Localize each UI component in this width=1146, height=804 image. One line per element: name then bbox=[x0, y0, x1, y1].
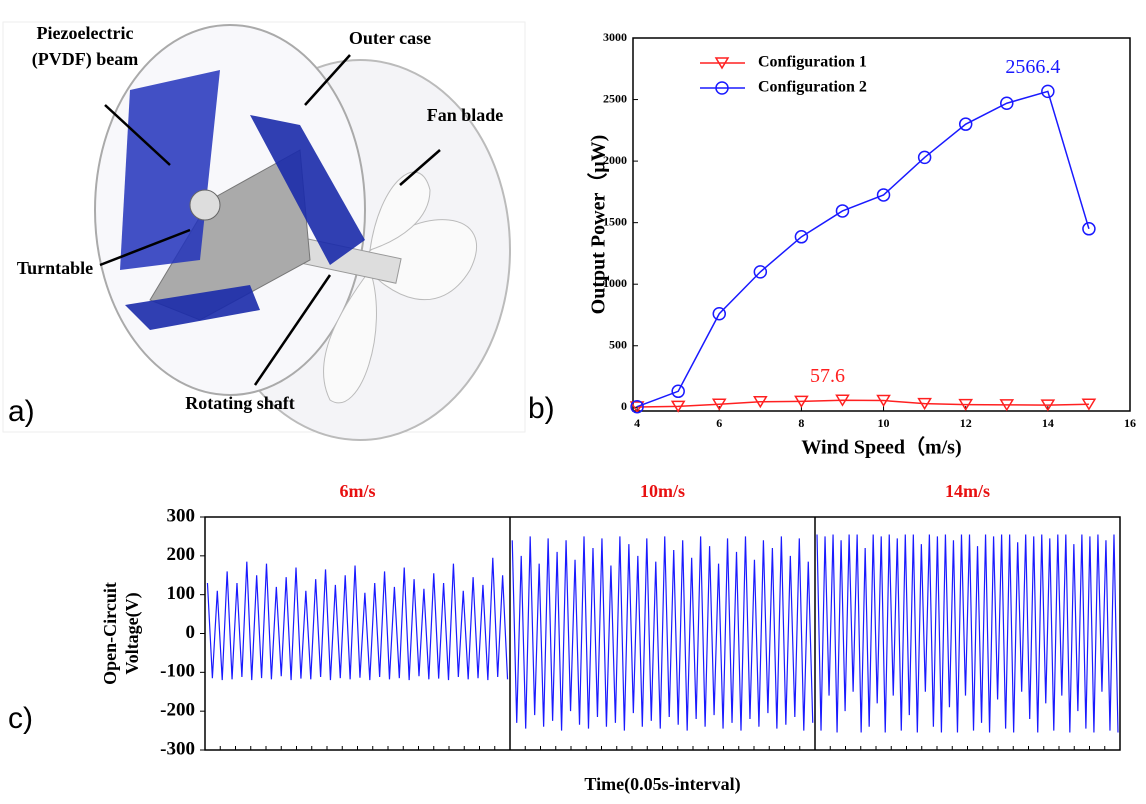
y-tick-label: 0 bbox=[186, 622, 196, 643]
plot-frame bbox=[633, 38, 1130, 411]
y-tick-label: -100 bbox=[160, 661, 195, 682]
diagram-label: Rotating shaft bbox=[185, 393, 295, 413]
figure: 46810121416050010001500200025003000Wind … bbox=[0, 0, 1146, 799]
y-axis-label: Output Power（μW) bbox=[587, 135, 610, 315]
segment-title: 6m/s bbox=[340, 481, 376, 501]
y-tick-label: 300 bbox=[167, 505, 196, 526]
x-axis-label: Wind Speed（m/s) bbox=[801, 436, 961, 459]
y-tick-label: 200 bbox=[167, 544, 196, 565]
x-tick-label: 14 bbox=[1042, 416, 1054, 430]
segment-title: 10m/s bbox=[640, 481, 685, 501]
y-tick-label: 0 bbox=[621, 399, 627, 413]
diagram-label: Turntable bbox=[17, 258, 93, 278]
x-tick-label: 12 bbox=[960, 416, 972, 430]
y-axis-label: Voltage(V) bbox=[122, 592, 143, 674]
series-line bbox=[637, 400, 1089, 407]
panel-label: b) bbox=[528, 392, 555, 425]
diagram-label: Piezoelectric bbox=[37, 23, 134, 43]
x-axis-label: Time(0.05s-interval) bbox=[584, 774, 740, 795]
waveform bbox=[817, 534, 1118, 732]
panel-label: a) bbox=[8, 395, 35, 428]
y-axis-label: Open-Circuit bbox=[100, 582, 120, 685]
legend-label: Configuration 2 bbox=[758, 79, 867, 96]
value-label: 2566.4 bbox=[1005, 56, 1060, 78]
y-tick-label: 500 bbox=[609, 338, 627, 352]
waveform bbox=[512, 536, 813, 730]
y-tick-label: -300 bbox=[160, 738, 195, 759]
waveform bbox=[207, 558, 507, 680]
legend-label: Configuration 1 bbox=[758, 54, 867, 71]
diagram-art bbox=[3, 22, 525, 440]
page: {"panel_labels": ["a)", "b)", "c)"], "di… bbox=[0, 0, 1146, 799]
x-tick-label: 10 bbox=[878, 416, 890, 430]
y-tick-label: 2500 bbox=[603, 91, 627, 105]
diagram-label: Fan blade bbox=[427, 105, 504, 125]
panel-label: c) bbox=[8, 702, 33, 735]
segment-title: 14m/s bbox=[945, 481, 990, 501]
x-tick-label: 8 bbox=[798, 416, 804, 430]
y-tick-label: 100 bbox=[167, 583, 196, 604]
x-tick-label: 6 bbox=[716, 416, 722, 430]
diagram-label: (PVDF) beam bbox=[32, 49, 138, 70]
y-tick-label: 3000 bbox=[603, 30, 627, 44]
value-label: 57.6 bbox=[810, 365, 845, 387]
series-line bbox=[637, 91, 1089, 406]
diagram-label: Outer case bbox=[349, 28, 431, 48]
x-tick-label: 4 bbox=[634, 416, 640, 430]
x-tick-label: 16 bbox=[1124, 416, 1136, 430]
y-tick-label: -200 bbox=[160, 700, 195, 721]
